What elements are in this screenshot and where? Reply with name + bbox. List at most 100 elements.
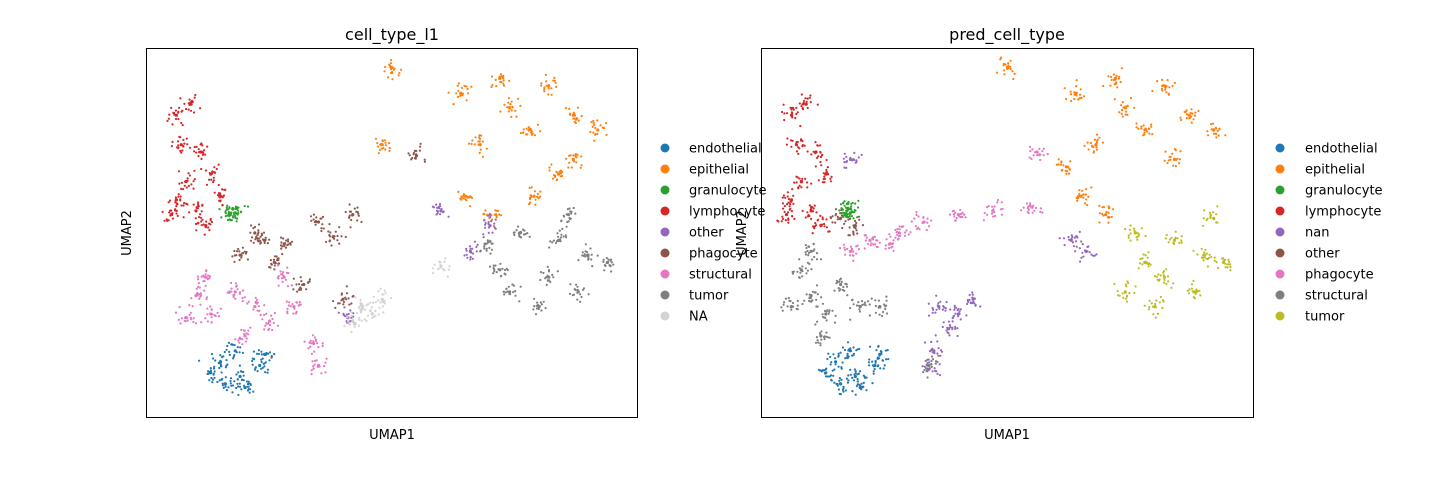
point-phagocyte — [953, 215, 956, 218]
point-endothelial — [840, 378, 843, 381]
point-phagocyte — [899, 234, 902, 238]
point-structural — [790, 308, 793, 311]
point-lymphocyte — [171, 140, 174, 143]
point-epithelial — [1185, 113, 1189, 116]
point-lymphocyte — [798, 102, 801, 105]
point-endothelial — [838, 379, 841, 382]
point-lymphocyte — [208, 229, 211, 232]
point-epithelial — [1092, 151, 1095, 154]
point-tumor — [581, 254, 584, 257]
point-endothelial — [837, 352, 840, 355]
point-structural — [254, 296, 257, 299]
point-phagocyte — [898, 228, 901, 231]
point-nan — [948, 334, 951, 337]
point-tumor — [556, 232, 559, 235]
point-other — [436, 212, 439, 215]
point-other — [475, 245, 478, 249]
point-phagocyte — [999, 208, 1003, 211]
point-structural — [808, 297, 811, 300]
point-epithelial — [1212, 132, 1215, 135]
point-lymphocyte — [197, 155, 200, 158]
point-structural — [286, 307, 289, 310]
point-structural — [313, 363, 316, 366]
point-phagocyte — [1042, 147, 1045, 150]
point-structural — [826, 336, 829, 339]
point-phagocyte — [905, 229, 908, 232]
point-NA — [379, 287, 382, 290]
point-lymphocyte — [804, 216, 807, 219]
point-lymphocyte — [776, 219, 779, 222]
point-lymphocyte — [177, 118, 180, 121]
point-other — [840, 208, 843, 212]
point-tumor — [1202, 224, 1205, 227]
point-tumor — [524, 232, 527, 236]
point-structural — [321, 342, 324, 345]
point-other — [436, 210, 440, 213]
point-phagocyte — [887, 247, 891, 250]
point-structural — [801, 275, 804, 278]
point-structural — [936, 360, 939, 364]
point-lymphocyte — [188, 174, 191, 177]
point-nan — [936, 304, 939, 307]
point-lymphocyte — [179, 198, 182, 201]
point-phagocyte — [307, 281, 310, 284]
point-lymphocyte — [185, 186, 188, 189]
point-epithelial — [457, 190, 460, 193]
point-tumor — [552, 239, 555, 242]
point-lymphocyte — [783, 112, 786, 115]
point-phagocyte — [263, 241, 266, 244]
point-NA — [442, 267, 445, 271]
point-phagocyte — [838, 247, 842, 250]
point-tumor — [1138, 262, 1142, 265]
point-nan — [944, 307, 947, 310]
legend-marker-structural — [1275, 290, 1285, 300]
point-tumor — [485, 247, 488, 250]
point-lymphocyte — [200, 220, 203, 223]
point-phagocyte — [287, 238, 290, 241]
point-tumor — [546, 274, 549, 277]
point-lymphocyte — [167, 117, 170, 120]
point-phagocyte — [1039, 207, 1042, 210]
point-tumor — [545, 283, 548, 286]
point-endothelial — [853, 374, 857, 379]
point-NA — [374, 309, 377, 313]
point-endothelial — [229, 379, 232, 383]
point-structural — [803, 299, 806, 302]
point-lymphocyte — [789, 106, 792, 109]
point-phagocyte — [350, 302, 353, 305]
point-endothelial — [211, 381, 214, 384]
panel1-plot-area — [161, 59, 615, 397]
point-phagocyte — [855, 252, 858, 255]
point-granulocyte — [850, 215, 854, 218]
point-nan — [973, 302, 976, 305]
point-tumor — [491, 242, 494, 245]
point-tumor — [1205, 257, 1208, 260]
point-lymphocyte — [178, 182, 181, 185]
point-nan — [931, 306, 934, 310]
point-phagocyte — [276, 257, 279, 260]
point-epithelial — [464, 195, 468, 198]
point-structural — [867, 300, 870, 303]
point-phagocyte — [891, 242, 894, 246]
point-structural — [930, 359, 933, 363]
legend-label-lymphocyte: lymphocyte — [689, 205, 765, 220]
point-structural — [241, 300, 244, 303]
point-nan — [934, 311, 937, 314]
point-epithelial — [1101, 141, 1104, 144]
point-endothelial — [268, 351, 272, 354]
legend-label-tumor: tumor — [1305, 310, 1345, 325]
point-granulocyte — [234, 205, 237, 208]
point-epithelial — [508, 79, 511, 82]
point-lymphocyte — [803, 144, 806, 147]
legend-label-phagocyte: phagocyte — [689, 247, 758, 262]
point-endothelial — [219, 354, 222, 357]
point-epithelial — [526, 133, 529, 136]
point-phagocyte — [327, 230, 330, 233]
legend-marker-lymphocyte — [1275, 206, 1285, 216]
point-epithelial — [533, 134, 537, 137]
point-structural — [180, 317, 183, 320]
point-tumor — [1151, 305, 1155, 308]
point-phagocyte — [237, 247, 240, 251]
point-endothelial — [264, 353, 267, 356]
point-tumor — [505, 287, 508, 290]
